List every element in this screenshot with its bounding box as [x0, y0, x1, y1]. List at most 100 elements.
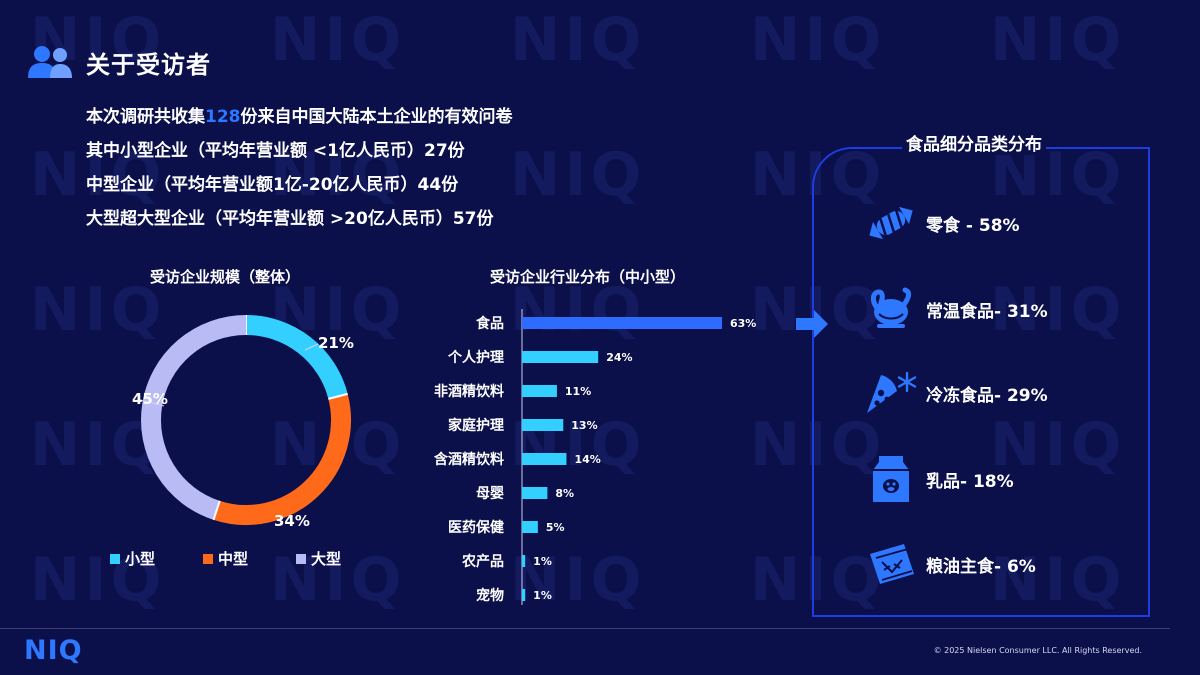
donut-chart: 21% 34% 45% [132, 315, 354, 530]
bar-value-label: 13% [571, 419, 597, 432]
watermark-text: NIQ [750, 5, 886, 75]
bar-category-label: 农产品 [461, 553, 504, 570]
bar-8 [522, 589, 526, 601]
legend-swatch-medium [203, 553, 214, 564]
category-label-staples: 粮油主食- 6% [926, 556, 1036, 577]
bar-2 [522, 385, 557, 397]
bar-chart-title: 受访企业行业分布（中小型） [490, 268, 686, 286]
milk-carton-icon [862, 455, 920, 503]
donut-leader-line [304, 343, 319, 351]
copyright-text: © 2025 Nielsen Consumer LLC. All Rights … [933, 646, 1142, 655]
bar-category-label: 非酒精饮料 [434, 383, 504, 400]
arrow-right-icon [796, 310, 828, 338]
intro-line-1: 本次调研共收集128份来自中国大陆本土企业的有效问卷 [86, 100, 513, 134]
industry-bar-chart: 食品 63% 个人护理 24% 非酒精饮料 11% 家庭护理 13% 含酒精饮料 14% 母婴 8% 医… [434, 309, 756, 605]
category-item-ambient: 常温食品- 31% [862, 285, 1048, 333]
legend-label-small: 小型 [125, 550, 156, 568]
watermark-text: NIQ [30, 140, 166, 210]
grain-bag-icon [862, 540, 920, 588]
category-label-snacks: 零食 - 58% [926, 215, 1020, 236]
watermark-text: NIQ [510, 140, 646, 210]
watermark-text: NIQ [990, 5, 1126, 75]
bar-category-label: 母婴 [476, 485, 504, 502]
legend-item-small: 小型 [110, 548, 155, 569]
intro-line-2: 其中小型企业（平均年营业额 <1亿人民币）27份 [86, 141, 465, 161]
donut-slice-0 [245, 315, 348, 400]
page-header: 关于受访者 [26, 44, 211, 80]
bar-4 [522, 453, 567, 465]
bar-1 [522, 351, 599, 363]
bar-value-label: 8% [555, 487, 574, 500]
bar-7 [522, 555, 526, 567]
legend-item-medium: 中型 [203, 548, 248, 569]
category-item-staples: 粮油主食- 6% [862, 540, 1036, 588]
donut-separator [212, 500, 221, 521]
watermark-text: NIQ [990, 140, 1126, 210]
legend-label-large: 大型 [311, 550, 342, 568]
footer-divider [0, 628, 1170, 629]
bar-value-label: 1% [533, 589, 552, 602]
intro-line-1-pre: 本次调研共收集 [86, 107, 205, 127]
watermark-text: NIQ [990, 545, 1126, 615]
watermark-text: NIQ [30, 545, 166, 615]
intro-text: 本次调研共收集128份来自中国大陆本土企业的有效问卷 其中小型企业（平均年营业额… [86, 100, 513, 236]
bar-6 [522, 521, 538, 533]
response-count: 128 [205, 107, 241, 127]
bar-value-label: 24% [606, 351, 632, 364]
bar-category-label: 含酒精饮料 [434, 451, 504, 468]
watermark-text: NIQ [990, 410, 1126, 480]
category-label-frozen: 冷冻食品- 29% [926, 385, 1048, 406]
watermark-text: NIQ [510, 5, 646, 75]
donut-legend: 小型 中型 大型 [110, 548, 389, 569]
watermark-text: NIQ [270, 140, 406, 210]
category-item-snacks: 零食 - 58% [862, 199, 1020, 247]
watermark-text: NIQ [510, 545, 646, 615]
users-icon [28, 46, 72, 78]
bar-value-label: 11% [565, 385, 591, 398]
donut-chart-title: 受访企业规模（整体） [150, 268, 301, 286]
niq-logo: NIQ [24, 635, 83, 666]
bar-3 [522, 419, 564, 431]
donut-data-label: 21% [318, 334, 354, 352]
page-title: 关于受访者 [86, 50, 211, 79]
bar-category-label: 个人护理 [447, 349, 504, 366]
bar-value-label: 14% [574, 453, 600, 466]
donut-data-label: 34% [274, 512, 310, 530]
legend-swatch-large [296, 553, 307, 564]
intro-line-1-post: 份来自中国大陆本土企业的有效问卷 [240, 107, 513, 127]
legend-item-large: 大型 [296, 548, 341, 569]
bar-value-label: 5% [546, 521, 565, 534]
bar-category-label: 食品 [476, 315, 504, 332]
food-category-title: 食品细分品类分布 [902, 130, 1046, 155]
donut-slice-2 [141, 315, 247, 520]
donut-slice-1 [213, 393, 351, 525]
category-item-dairy: 乳品- 18% [862, 455, 1014, 503]
intro-line-4: 大型超大型企业（平均年营业额 >20亿人民币）57份 [86, 209, 494, 229]
category-label-dairy: 乳品- 18% [926, 471, 1014, 492]
watermark-text: NIQ [270, 545, 406, 615]
watermark-text: NIQ [510, 275, 646, 345]
donut-separator [328, 392, 348, 400]
watermark-text: NIQ [30, 410, 166, 480]
category-label-ambient: 常温食品- 31% [926, 301, 1048, 322]
bar-0 [522, 317, 722, 329]
donut-leader-line [139, 399, 165, 407]
legend-label-medium: 中型 [218, 550, 249, 568]
watermark-text: NIQ [750, 410, 886, 480]
watermark-text: NIQ [30, 275, 166, 345]
candy-icon [862, 199, 920, 247]
category-item-frozen: 冷冻食品- 29% [862, 369, 1048, 417]
watermark-text: NIQ [30, 5, 166, 75]
bar-category-label: 医药保健 [448, 519, 504, 536]
donut-data-label: 45% [132, 390, 168, 408]
intro-line-3: 中型企业（平均年营业额1亿-20亿人民币）44份 [86, 175, 459, 195]
roast-chicken-icon [862, 285, 920, 333]
watermark-text: NIQ [990, 275, 1126, 345]
bar-value-label: 63% [730, 317, 756, 330]
watermark-text: NIQ [270, 5, 406, 75]
pizza-snowflake-icon [862, 369, 920, 417]
bar-category-label: 家庭护理 [448, 417, 504, 434]
legend-swatch-small [110, 553, 120, 564]
bar-category-label: 宠物 [476, 587, 504, 604]
bar-5 [522, 487, 548, 499]
